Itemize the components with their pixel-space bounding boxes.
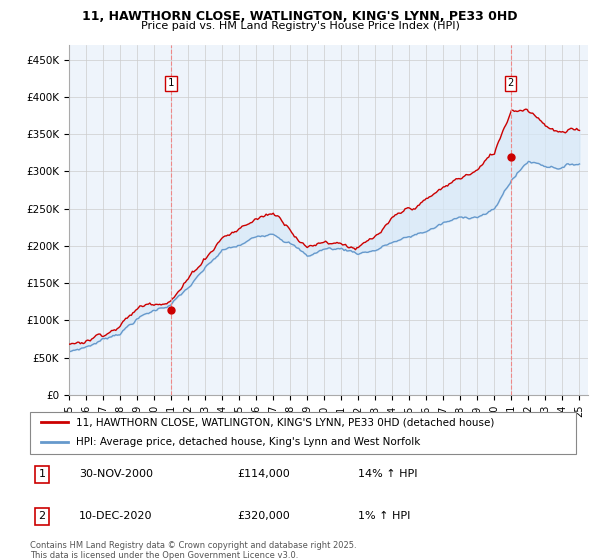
Text: £320,000: £320,000: [238, 511, 290, 521]
Text: 10-DEC-2020: 10-DEC-2020: [79, 511, 152, 521]
Text: 11, HAWTHORN CLOSE, WATLINGTON, KING'S LYNN, PE33 0HD: 11, HAWTHORN CLOSE, WATLINGTON, KING'S L…: [82, 10, 518, 23]
Text: Contains HM Land Registry data © Crown copyright and database right 2025.
This d: Contains HM Land Registry data © Crown c…: [30, 541, 356, 560]
Text: 1: 1: [168, 78, 174, 88]
Text: 2: 2: [38, 511, 46, 521]
Text: 14% ↑ HPI: 14% ↑ HPI: [358, 469, 417, 479]
Text: HPI: Average price, detached house, King's Lynn and West Norfolk: HPI: Average price, detached house, King…: [76, 437, 421, 447]
Text: £114,000: £114,000: [238, 469, 290, 479]
Text: 1% ↑ HPI: 1% ↑ HPI: [358, 511, 410, 521]
Text: 11, HAWTHORN CLOSE, WATLINGTON, KING'S LYNN, PE33 0HD (detached house): 11, HAWTHORN CLOSE, WATLINGTON, KING'S L…: [76, 417, 495, 427]
Text: 2: 2: [508, 78, 514, 88]
Text: 1: 1: [38, 469, 46, 479]
FancyBboxPatch shape: [30, 412, 576, 454]
Text: Price paid vs. HM Land Registry's House Price Index (HPI): Price paid vs. HM Land Registry's House …: [140, 21, 460, 31]
Text: 30-NOV-2000: 30-NOV-2000: [79, 469, 153, 479]
